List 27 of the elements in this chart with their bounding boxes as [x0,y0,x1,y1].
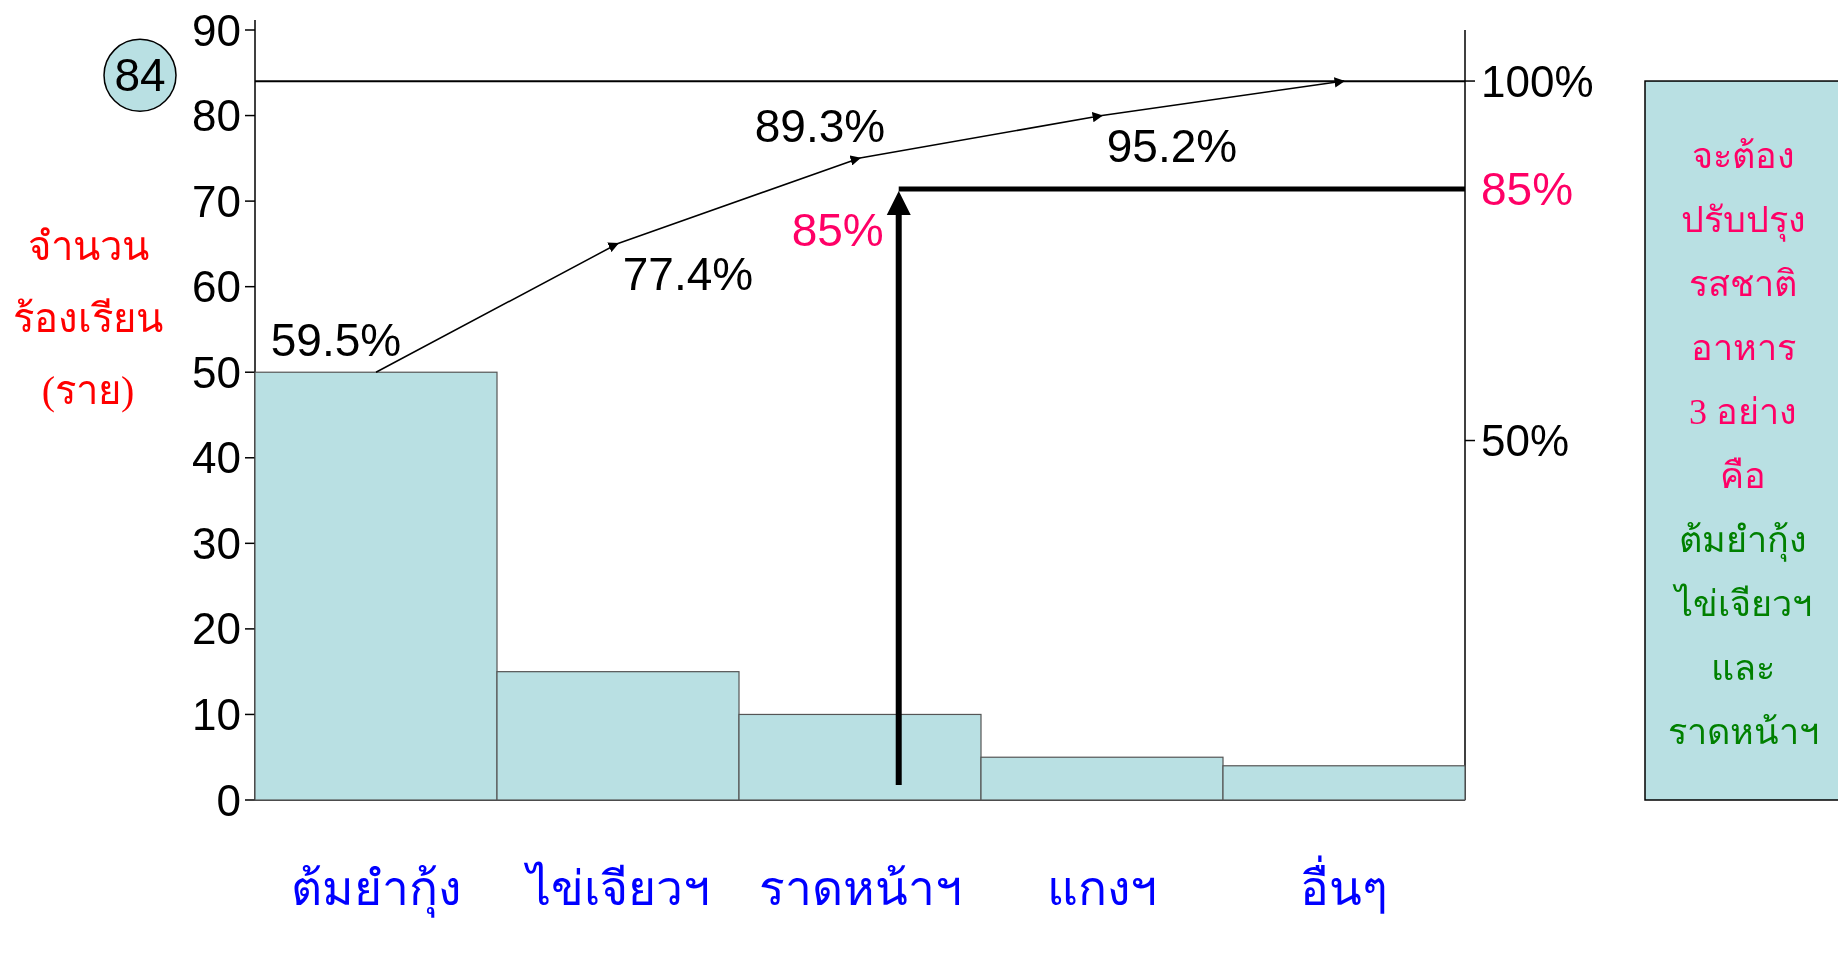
data-label: 89.3% [754,99,886,152]
x-tick-label: ราดหน้าฯ [758,862,962,915]
y-tick-label: 70 [192,176,241,226]
x-tick-label: อื่นๆ [1300,855,1388,915]
y-tick-label: 80 [192,91,241,141]
x-tick-label: แกงฯ [1047,862,1157,915]
x-tick-label: ต้มยำกุ้ง [291,862,461,918]
ref-line-label: 84 [114,49,166,102]
y-axis-title: จำนวน ร้องเรียน (ราย) [13,224,163,413]
data-label: 95.2% [1106,119,1238,172]
y-tick-label: 0 [216,775,241,825]
y-tick-label: 50 [192,347,241,397]
text: 85% [791,204,884,257]
data-label: 59.5% [270,314,402,367]
y2-tick-label: 50% [1481,416,1570,466]
text: ต้มยำกุ้ง ไข่เจียวฯ และ ราดหน้าฯ [1667,520,1819,752]
ref-line-label: 85% [1481,162,1574,215]
y-tick-label: 40 [192,433,241,483]
y2-tick-label: 100% [1481,56,1594,106]
y-tick-label: 10 [192,689,241,739]
y-tick-label: 60 [192,262,241,312]
y-tick-label: 30 [192,518,241,568]
data-label: 77.4% [622,247,754,300]
y-tick-label: 20 [192,604,241,654]
x-tick-label: ไข่เจียวฯ [522,861,710,915]
y-tick-label: 90 [192,5,241,55]
text: จะต้อง ปรับปรุง รสชาติ อาหาร 3 อย่าง คือ [1680,136,1806,496]
